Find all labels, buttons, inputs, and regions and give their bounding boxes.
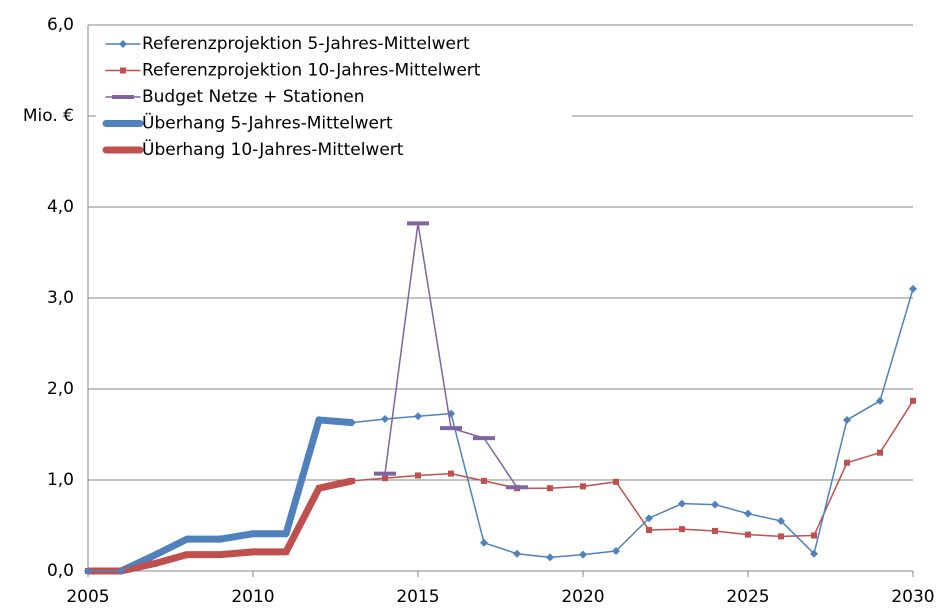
marker (216, 535, 224, 544)
marker (711, 500, 719, 509)
legend-label: Überhang 5-Jahres-Mittelwert (142, 112, 393, 134)
marker (579, 550, 587, 559)
legend-label: Überhang 10-Jahres-Mittelwert (142, 138, 404, 160)
marker (778, 533, 784, 540)
marker (910, 397, 916, 404)
x-tick-label: 2015 (396, 587, 439, 607)
marker (612, 546, 620, 555)
plot (84, 221, 917, 575)
marker (613, 478, 619, 485)
marker (506, 485, 528, 490)
marker (151, 560, 157, 567)
marker (580, 483, 586, 490)
series-line (384, 222, 518, 488)
marker (414, 412, 422, 421)
marker (117, 567, 125, 575)
marker (84, 567, 92, 575)
marker (119, 40, 127, 48)
marker (777, 516, 785, 525)
marker (250, 548, 256, 555)
y-tick-label: 4,0 (47, 197, 74, 217)
y-tick-label: Mio. € (23, 106, 74, 126)
marker (349, 477, 355, 484)
y-tick-label: 2,0 (47, 379, 74, 399)
marker (473, 436, 495, 441)
legend-label: Budget Netze + Stationen (142, 87, 365, 107)
marker (745, 531, 751, 538)
marker (448, 470, 454, 477)
marker (382, 475, 388, 482)
marker (316, 485, 322, 492)
x-tick-label: 2020 (561, 587, 604, 607)
marker (217, 551, 223, 558)
marker (315, 415, 323, 424)
legend-label: Referenzprojektion 10-Jahres-Mittelwert (142, 61, 481, 81)
marker (381, 415, 389, 424)
marker (415, 472, 421, 479)
x-tick-label: 2010 (231, 587, 274, 607)
marker (547, 485, 553, 492)
marker (645, 514, 653, 523)
marker (283, 548, 289, 555)
marker (112, 95, 134, 99)
marker (184, 551, 190, 558)
y-tick-label: 0,0 (47, 561, 74, 581)
series-line (88, 400, 914, 572)
marker (844, 459, 850, 466)
marker (876, 396, 884, 405)
x-tick-label: 2005 (66, 587, 109, 607)
marker (909, 284, 917, 293)
x-tick-label: 2030 (891, 587, 934, 607)
x-tick-label: 2025 (726, 587, 769, 607)
marker (407, 221, 429, 226)
marker (843, 415, 851, 424)
marker (374, 471, 396, 476)
y-tick-label: 3,0 (47, 288, 74, 308)
y-tick-label: 1,0 (47, 470, 74, 490)
series-line (88, 288, 914, 572)
marker (811, 532, 817, 539)
marker (877, 449, 883, 456)
marker (513, 549, 521, 558)
marker (646, 527, 652, 534)
marker (183, 535, 191, 544)
legend: Referenzprojektion 5-Jahres-Mittelwert Re… (96, 30, 572, 170)
marker (744, 509, 752, 518)
marker (712, 527, 718, 534)
y-tick-label: 6,0 (47, 15, 74, 35)
marker (678, 499, 686, 508)
marker (810, 549, 818, 558)
marker (440, 426, 462, 431)
legend-label: Referenzprojektion 5-Jahres-Mittelwert (142, 34, 470, 54)
marker (348, 418, 356, 427)
marker (120, 67, 126, 74)
marker (679, 526, 685, 533)
marker (546, 553, 554, 562)
marker (150, 551, 158, 560)
marker (282, 529, 290, 538)
marker (249, 529, 257, 538)
marker (481, 477, 487, 484)
marker (480, 538, 488, 547)
legend-background (96, 30, 572, 170)
